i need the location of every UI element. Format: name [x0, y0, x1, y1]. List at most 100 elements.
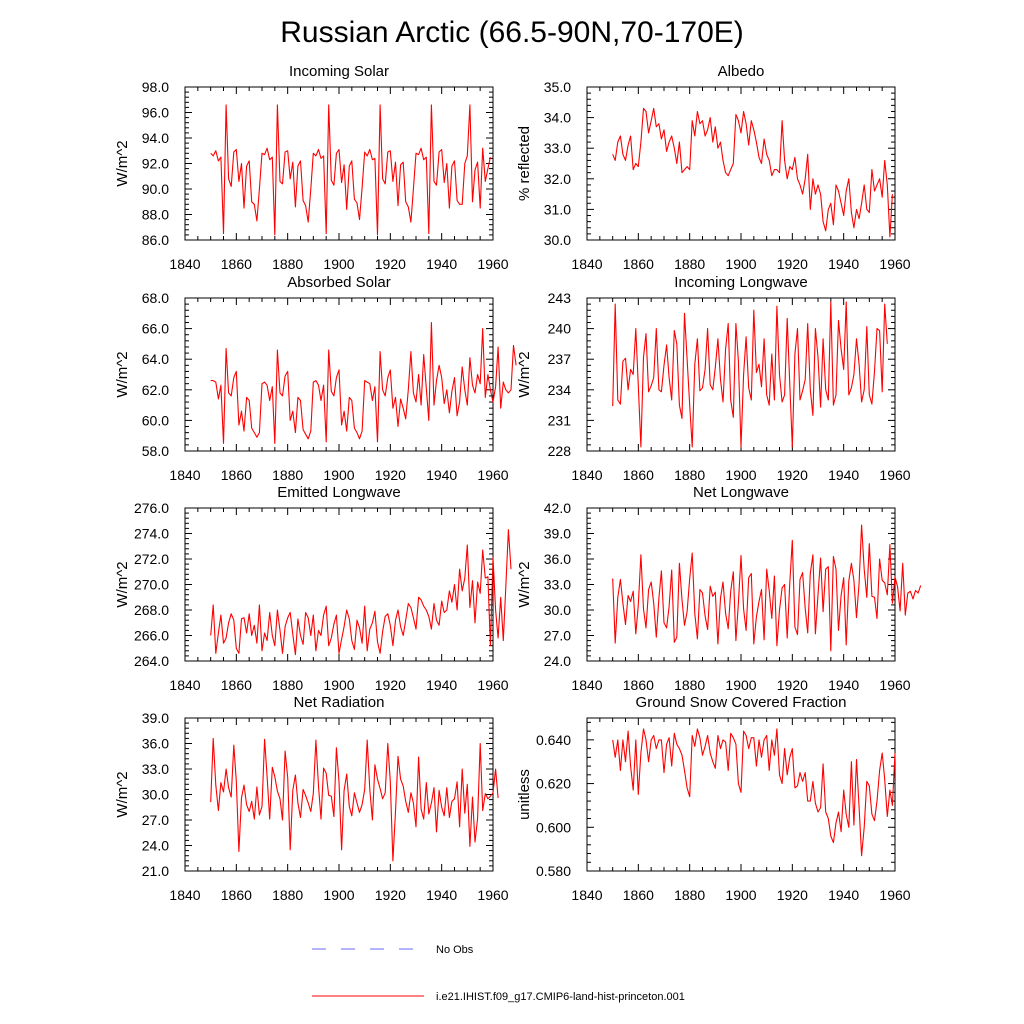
y-tick-label: 30.0 — [142, 787, 169, 803]
y-tick-label: 0.640 — [536, 732, 571, 748]
y-tick-label: 64.0 — [142, 351, 169, 367]
y-tick-label: 39.0 — [142, 710, 169, 726]
x-tick-label: 1900 — [323, 467, 354, 483]
y-tick-label: 39.0 — [544, 526, 571, 542]
y-tick-label: 96.0 — [142, 105, 169, 121]
x-tick-label: 1880 — [272, 256, 303, 272]
legend: No Obs i.e21.IHIST.f09_g17.CMIP6-land-hi… — [312, 944, 685, 1003]
x-tick-label: 1900 — [725, 887, 756, 903]
x-tick-label: 1920 — [375, 467, 406, 483]
plot-frame-emitted-longwave — [184, 507, 494, 662]
x-tick-label: 1840 — [169, 256, 200, 272]
x-tick-label: 1920 — [375, 887, 406, 903]
panel-albedo: Albedo 1840 1860 1880 1900 1920 1940 1960 30.0 31… — [516, 63, 911, 272]
x-tick-label: 1900 — [725, 467, 756, 483]
x-tick-label: 1860 — [623, 887, 654, 903]
series-line-ground-snow-covered-fraction — [612, 728, 896, 857]
x-tick-label: 1960 — [477, 256, 508, 272]
y-tick-label: 94.0 — [142, 130, 169, 146]
figure-title: Russian Arctic (66.5-90N,70-170E) — [280, 16, 744, 49]
y-tick-label: 33.0 — [544, 577, 571, 593]
y-tick-label: 90.0 — [142, 181, 169, 197]
y-tick-label: 0.620 — [536, 776, 571, 792]
x-tick-label: 1940 — [828, 677, 859, 693]
panel-title-ground-snow-covered-fraction: Ground Snow Covered Fraction — [636, 694, 847, 711]
panel-grid: Incoming Solar 1840 1860 1880 1900 1920 1940 19… — [114, 63, 922, 903]
y-tick-label: 66.0 — [142, 321, 169, 337]
y-axis-label-net-longwave: W/m^2 — [516, 561, 533, 607]
series-line-absorbed-solar — [210, 321, 517, 444]
x-tick-label: 1840 — [571, 467, 602, 483]
x-tick-label: 1840 — [571, 677, 602, 693]
y-tick-label: 228 — [548, 443, 572, 459]
y-axis-label-ground-snow-covered-fraction: unitless — [516, 769, 533, 820]
x-tick-label: 1960 — [477, 467, 508, 483]
y-tick-label: 30.0 — [544, 602, 571, 618]
panel-incoming-solar: Incoming Solar 1840 1860 1880 1900 1920 1940 19… — [114, 63, 509, 272]
x-tick-label: 1880 — [272, 677, 303, 693]
x-tick-label: 1940 — [426, 887, 457, 903]
panel-ground-snow-covered-fraction: Ground Snow Covered Fraction 1840 1860 1880… — [516, 694, 911, 903]
x-tick-label: 1940 — [828, 467, 859, 483]
y-axis-label-incoming-longwave: W/m^2 — [516, 351, 533, 397]
x-tick-label: 1860 — [221, 256, 252, 272]
x-tick-label: 1940 — [426, 467, 457, 483]
y-tick-label: 86.0 — [142, 232, 169, 248]
x-tick-label: 1960 — [879, 467, 910, 483]
y-tick-label: 231 — [548, 412, 572, 428]
y-tick-label: 33.0 — [142, 761, 169, 777]
series-line-net-longwave — [612, 524, 922, 652]
panel-title-albedo: Albedo — [718, 63, 765, 80]
x-tick-label: 1880 — [674, 467, 705, 483]
panel-incoming-longwave: Incoming Longwave 1840 1860 1880 1900 1920 194… — [516, 274, 911, 483]
x-tick-label: 1860 — [623, 256, 654, 272]
x-tick-label: 1920 — [777, 887, 808, 903]
y-tick-label: 24.0 — [142, 838, 169, 854]
x-tick-label: 1960 — [879, 256, 910, 272]
y-axis-label-absorbed-solar: W/m^2 — [114, 351, 131, 397]
x-tick-label: 1920 — [777, 467, 808, 483]
x-tick-label: 1840 — [571, 887, 602, 903]
panel-title-incoming-longwave: Incoming Longwave — [674, 274, 807, 291]
legend-label-no-obs: No Obs — [436, 944, 474, 956]
x-tick-label: 1940 — [828, 256, 859, 272]
y-axis-label-incoming-solar: W/m^2 — [114, 140, 131, 186]
y-tick-label: 274.0 — [134, 526, 169, 542]
y-tick-label: 88.0 — [142, 207, 169, 223]
y-tick-label: 24.0 — [544, 653, 571, 669]
panel-net-radiation: Net Radiation 1840 1860 1880 1900 1920 1940 196… — [114, 694, 509, 903]
y-tick-label: 243 — [548, 290, 572, 306]
y-tick-label: 0.600 — [536, 819, 571, 835]
y-tick-label: 27.0 — [142, 812, 169, 828]
panel-title-absorbed-solar: Absorbed Solar — [287, 274, 390, 291]
x-tick-label: 1880 — [272, 467, 303, 483]
x-tick-label: 1860 — [221, 887, 252, 903]
y-tick-label: 68.0 — [142, 290, 169, 306]
panel-title-net-longwave: Net Longwave — [693, 484, 789, 501]
x-tick-label: 1960 — [477, 887, 508, 903]
x-tick-label: 1880 — [674, 677, 705, 693]
series-line-incoming-solar — [210, 104, 491, 236]
x-tick-label: 1940 — [426, 677, 457, 693]
panel-title-net-radiation: Net Radiation — [294, 694, 385, 711]
y-tick-label: 36.0 — [142, 736, 169, 752]
x-tick-label: 1840 — [169, 467, 200, 483]
y-tick-label: 42.0 — [544, 500, 571, 516]
x-tick-label: 1880 — [674, 256, 705, 272]
y-tick-label: 98.0 — [142, 79, 169, 95]
y-tick-label: 30.0 — [544, 232, 571, 248]
y-tick-label: 34.0 — [544, 110, 571, 126]
x-tick-label: 1840 — [169, 887, 200, 903]
y-tick-label: 264.0 — [134, 653, 169, 669]
x-tick-label: 1960 — [879, 887, 910, 903]
y-tick-label: 276.0 — [134, 500, 169, 516]
y-tick-label: 32.0 — [544, 171, 571, 187]
y-axis-label-net-radiation: W/m^2 — [114, 771, 131, 817]
series-line-net-radiation — [210, 737, 499, 862]
x-tick-label: 1860 — [221, 677, 252, 693]
x-tick-label: 1900 — [323, 887, 354, 903]
y-tick-label: 240 — [548, 321, 572, 337]
x-tick-label: 1960 — [477, 677, 508, 693]
y-tick-label: 35.0 — [544, 79, 571, 95]
